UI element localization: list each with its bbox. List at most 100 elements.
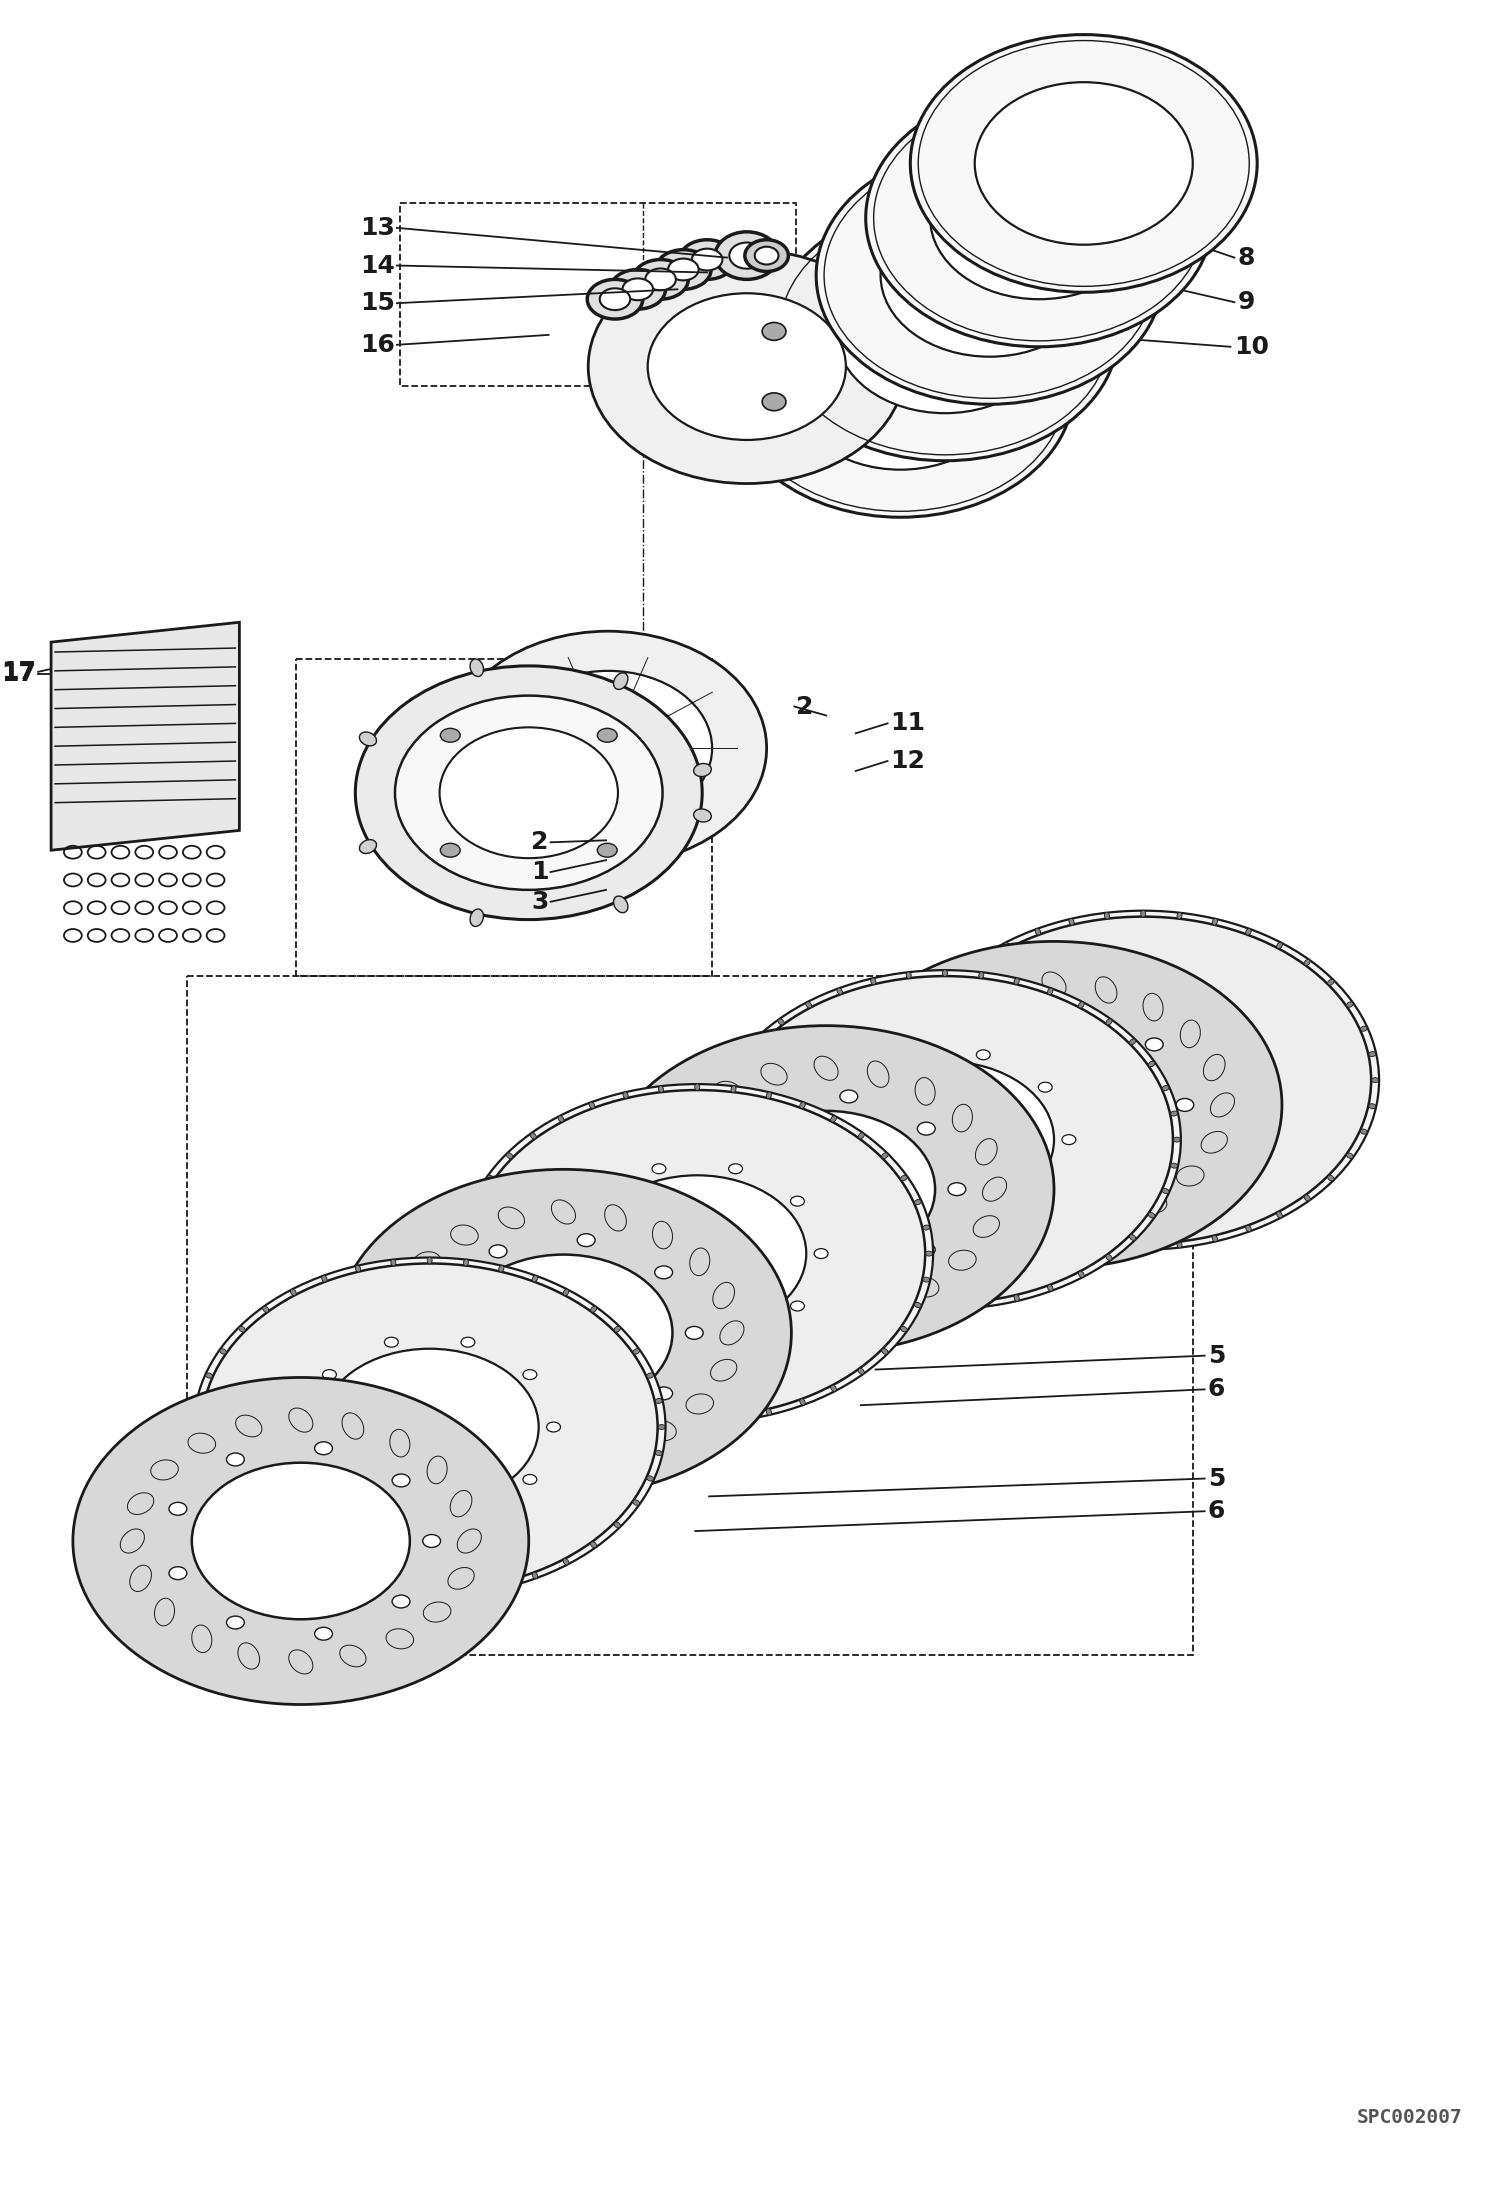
Ellipse shape	[226, 1569, 232, 1575]
Ellipse shape	[385, 1336, 398, 1347]
Ellipse shape	[322, 1275, 327, 1281]
Ellipse shape	[900, 1327, 908, 1332]
Ellipse shape	[752, 1101, 770, 1115]
Ellipse shape	[192, 1463, 410, 1619]
Ellipse shape	[207, 1549, 214, 1556]
Ellipse shape	[589, 1176, 806, 1332]
Ellipse shape	[1104, 1242, 1110, 1248]
Ellipse shape	[806, 1003, 812, 1007]
Ellipse shape	[304, 1527, 312, 1531]
Ellipse shape	[930, 136, 1147, 298]
Ellipse shape	[470, 658, 484, 676]
Ellipse shape	[205, 1501, 313, 1580]
Text: 4: 4	[1207, 1077, 1225, 1101]
Ellipse shape	[1347, 1003, 1353, 1007]
Ellipse shape	[590, 1301, 604, 1312]
Ellipse shape	[169, 1503, 187, 1516]
Ellipse shape	[858, 1132, 864, 1139]
Ellipse shape	[385, 1507, 398, 1516]
Ellipse shape	[694, 764, 712, 777]
Ellipse shape	[226, 1507, 232, 1514]
Ellipse shape	[532, 1275, 538, 1281]
Ellipse shape	[577, 1420, 595, 1433]
Ellipse shape	[623, 279, 653, 301]
Ellipse shape	[945, 1027, 1162, 1183]
Ellipse shape	[226, 1452, 244, 1466]
Ellipse shape	[204, 1538, 211, 1545]
Ellipse shape	[461, 1507, 475, 1516]
Ellipse shape	[506, 1152, 512, 1158]
Ellipse shape	[473, 1200, 479, 1205]
Text: 10: 10	[1234, 336, 1269, 360]
Ellipse shape	[499, 1266, 503, 1273]
Ellipse shape	[490, 1409, 506, 1422]
Ellipse shape	[614, 1523, 620, 1527]
Ellipse shape	[791, 307, 1010, 470]
Ellipse shape	[232, 1520, 288, 1560]
Ellipse shape	[646, 268, 676, 290]
Ellipse shape	[463, 1259, 469, 1266]
Ellipse shape	[589, 1398, 595, 1404]
Ellipse shape	[713, 1163, 719, 1167]
Ellipse shape	[599, 287, 631, 309]
Ellipse shape	[1004, 1211, 1010, 1218]
Ellipse shape	[825, 941, 1282, 1268]
Ellipse shape	[762, 323, 786, 340]
Ellipse shape	[422, 1534, 440, 1547]
Ellipse shape	[915, 917, 1371, 1244]
Ellipse shape	[840, 1090, 858, 1104]
Ellipse shape	[920, 1130, 926, 1134]
Ellipse shape	[469, 1090, 926, 1417]
Ellipse shape	[728, 1334, 743, 1343]
Text: 1: 1	[532, 860, 548, 884]
Ellipse shape	[977, 1196, 983, 1200]
Ellipse shape	[1236, 1128, 1251, 1136]
Ellipse shape	[1035, 928, 1041, 935]
Ellipse shape	[577, 1233, 595, 1246]
Ellipse shape	[226, 1617, 244, 1628]
Ellipse shape	[755, 246, 779, 265]
Ellipse shape	[656, 250, 712, 290]
Ellipse shape	[882, 1349, 888, 1354]
Ellipse shape	[1174, 989, 1188, 1000]
Ellipse shape	[431, 1294, 449, 1308]
Ellipse shape	[658, 1424, 665, 1430]
Ellipse shape	[715, 233, 779, 279]
Ellipse shape	[614, 674, 628, 689]
Ellipse shape	[881, 193, 1098, 358]
Ellipse shape	[355, 1582, 361, 1588]
Ellipse shape	[1141, 1244, 1146, 1251]
Ellipse shape	[914, 1200, 921, 1205]
Ellipse shape	[753, 1040, 761, 1044]
Ellipse shape	[427, 1591, 431, 1597]
Ellipse shape	[598, 842, 617, 858]
Ellipse shape	[391, 1588, 395, 1595]
Ellipse shape	[240, 1501, 246, 1509]
Text: 6: 6	[1207, 1499, 1225, 1523]
Ellipse shape	[1079, 1003, 1085, 1007]
Ellipse shape	[1104, 913, 1110, 919]
Ellipse shape	[948, 1183, 966, 1196]
Ellipse shape	[503, 671, 712, 825]
Ellipse shape	[837, 1286, 842, 1292]
Ellipse shape	[590, 1305, 596, 1312]
Ellipse shape	[721, 1086, 728, 1090]
Ellipse shape	[391, 1259, 395, 1266]
Ellipse shape	[623, 1093, 628, 1099]
Ellipse shape	[1236, 1022, 1251, 1033]
Text: 7: 7	[184, 1531, 202, 1556]
Ellipse shape	[262, 1305, 268, 1312]
Ellipse shape	[837, 1187, 852, 1198]
Ellipse shape	[256, 1575, 262, 1582]
Ellipse shape	[598, 728, 617, 742]
Text: 2: 2	[797, 695, 813, 717]
Ellipse shape	[634, 1501, 640, 1505]
Ellipse shape	[1176, 1099, 1194, 1112]
Ellipse shape	[831, 1384, 836, 1391]
Ellipse shape	[449, 632, 767, 864]
Ellipse shape	[291, 1290, 297, 1294]
Ellipse shape	[906, 972, 911, 979]
Text: 5: 5	[1207, 1343, 1225, 1367]
Ellipse shape	[920, 1027, 926, 1031]
Ellipse shape	[791, 1196, 804, 1207]
